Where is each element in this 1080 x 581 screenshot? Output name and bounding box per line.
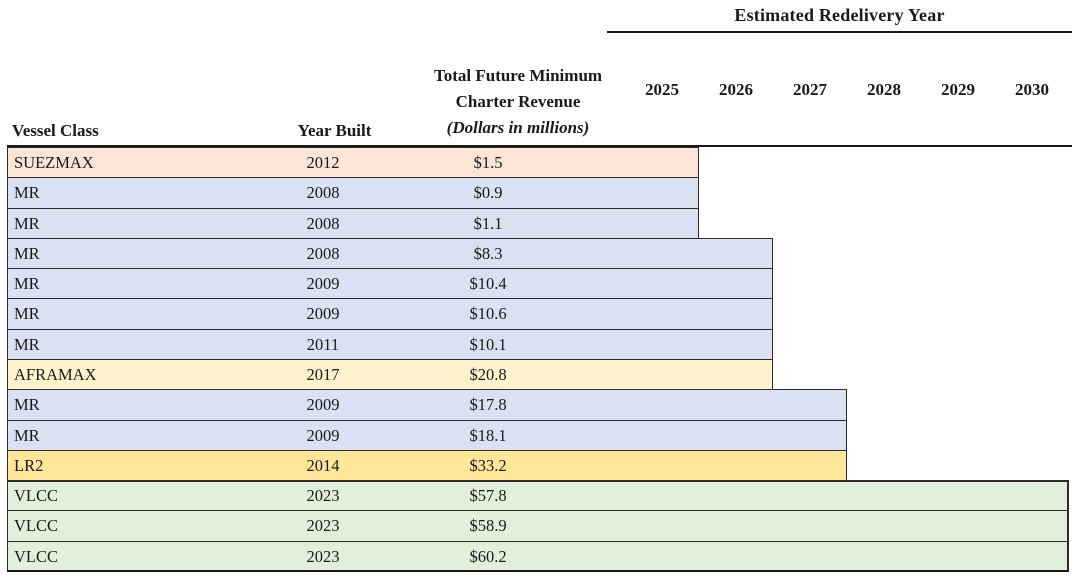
year-built-cell: 2014: [306, 455, 340, 475]
vessel-class-cell: VLCC: [14, 546, 59, 566]
table-row: LR2 2014 $33.2: [7, 450, 1072, 481]
redelivery-title-underline: [607, 31, 1072, 33]
revenue-cell: $20.8: [469, 364, 507, 384]
revenue-cell: $0.9: [473, 183, 503, 202]
redelivery-bar: MR 2008 $1.1: [7, 208, 699, 239]
vessel-class-cell: MR: [14, 243, 40, 263]
year-axis-label: 2027: [793, 80, 827, 99]
revenue-header-line2: Charter Revenue: [455, 92, 581, 111]
revenue-column-header: Total Future Minimum Charter Revenue (Do…: [398, 63, 638, 141]
table-row: VLCC 2023 $57.8: [7, 480, 1072, 511]
redelivery-bar: VLCC 2023 $57.8: [7, 480, 1069, 511]
vessel-class-cell: MR: [14, 395, 40, 414]
redelivery-year-title: Estimated Redelivery Year: [734, 5, 945, 25]
redelivery-bar: MR 2008 $8.3: [7, 238, 773, 269]
table-row: VLCC 2023 $60.2: [7, 541, 1072, 572]
table-body: SUEZMAX 2012 $1.5 MR 2008 $0.9 MR 2008 $1.1 MR 200…: [7, 147, 1072, 572]
year-built-cell: 2009: [306, 395, 340, 414]
revenue-cell: $10.6: [469, 304, 507, 323]
table-row: MR 2009 $18.1: [7, 420, 1072, 451]
year-built-cell: 2008: [306, 243, 340, 263]
revenue-cell: $10.4: [469, 273, 507, 293]
header-rule: [7, 145, 1072, 147]
table-row: MR 2008 $0.9: [7, 177, 1072, 209]
redelivery-bar: SUEZMAX 2012 $1.5: [7, 147, 699, 178]
vessel-class-column-header: Vessel Class: [12, 121, 99, 140]
table-row: MR 2008 $8.3: [7, 238, 1072, 269]
year-built-cell: 2023: [306, 546, 340, 566]
year-axis-label: 2029: [941, 80, 975, 99]
redelivery-bar: MR 2009 $10.4: [7, 268, 773, 299]
table-row: SUEZMAX 2012 $1.5: [7, 147, 1072, 178]
year-built-cell: 2009: [306, 273, 340, 293]
year-built-cell: 2011: [306, 334, 340, 354]
redelivery-bar: AFRAMAX 2017 $20.8: [7, 359, 773, 390]
year-axis-label: 2028: [867, 80, 901, 99]
table-row: MR 2009 $10.6: [7, 298, 1072, 330]
year-axis-label: 2025: [645, 80, 679, 99]
table-bottom-rule: [7, 570, 1069, 572]
year-built-cell: 2023: [306, 516, 340, 535]
vessel-class-cell: MR: [14, 425, 40, 445]
vessel-class-cell: MR: [14, 334, 40, 354]
vessel-class-cell: VLCC: [14, 516, 59, 535]
redelivery-bar: MR 2009 $10.6: [7, 298, 773, 330]
redelivery-bar: VLCC 2023 $58.9: [7, 510, 1069, 542]
year-axis-label: 2030: [1015, 80, 1049, 99]
year-axis: 2025 2026 2027 2028 2029 2030: [625, 80, 1069, 100]
year-built-cell: 2009: [306, 425, 340, 445]
year-built-cell: 2017: [306, 364, 340, 384]
table-row: VLCC 2023 $58.9: [7, 510, 1072, 542]
vessel-class-cell: AFRAMAX: [14, 364, 97, 384]
table-row: AFRAMAX 2017 $20.8: [7, 359, 1072, 390]
redelivery-bar: LR2 2014 $33.2: [7, 450, 847, 481]
revenue-cell: $58.9: [469, 516, 507, 535]
revenue-cell: $1.5: [473, 152, 503, 172]
table-row: MR 2011 $10.1: [7, 329, 1072, 360]
table-row: MR 2009 $17.8: [7, 389, 1072, 421]
table-row: MR 2008 $1.1: [7, 208, 1072, 239]
revenue-cell: $8.3: [473, 243, 503, 263]
redelivery-bar: MR 2011 $10.1: [7, 329, 773, 360]
vessel-class-cell: MR: [14, 213, 40, 233]
redelivery-bar: MR 2008 $0.9: [7, 177, 699, 209]
vessel-class-cell: MR: [14, 183, 40, 202]
year-built-column-header: Year Built: [297, 121, 372, 140]
revenue-header-units: (Dollars in millions): [446, 118, 590, 137]
year-built-cell: 2012: [306, 152, 340, 172]
revenue-header-line1: Total Future Minimum: [433, 66, 603, 85]
vessel-class-cell: MR: [14, 304, 40, 323]
revenue-cell: $18.1: [469, 425, 507, 445]
vessel-class-cell: SUEZMAX: [14, 152, 94, 172]
revenue-cell: $10.1: [469, 334, 507, 354]
redelivery-bar: MR 2009 $18.1: [7, 420, 847, 451]
revenue-cell: $60.2: [469, 546, 507, 566]
revenue-cell: $1.1: [473, 213, 503, 233]
revenue-cell: $57.8: [469, 486, 507, 505]
redelivery-bar: VLCC 2023 $60.2: [7, 541, 1069, 572]
revenue-cell: $33.2: [469, 455, 507, 475]
year-axis-label: 2026: [719, 80, 753, 99]
table-row: MR 2009 $10.4: [7, 268, 1072, 299]
revenue-cell: $17.8: [469, 395, 507, 414]
vessel-class-cell: LR2: [14, 455, 44, 475]
year-built-cell: 2009: [306, 304, 340, 323]
year-built-cell: 2008: [306, 183, 340, 202]
redelivery-bar: MR 2009 $17.8: [7, 389, 847, 421]
vessel-class-cell: MR: [14, 273, 40, 293]
vessel-class-cell: VLCC: [14, 486, 59, 505]
year-built-cell: 2023: [306, 486, 340, 505]
year-built-cell: 2008: [306, 213, 340, 233]
